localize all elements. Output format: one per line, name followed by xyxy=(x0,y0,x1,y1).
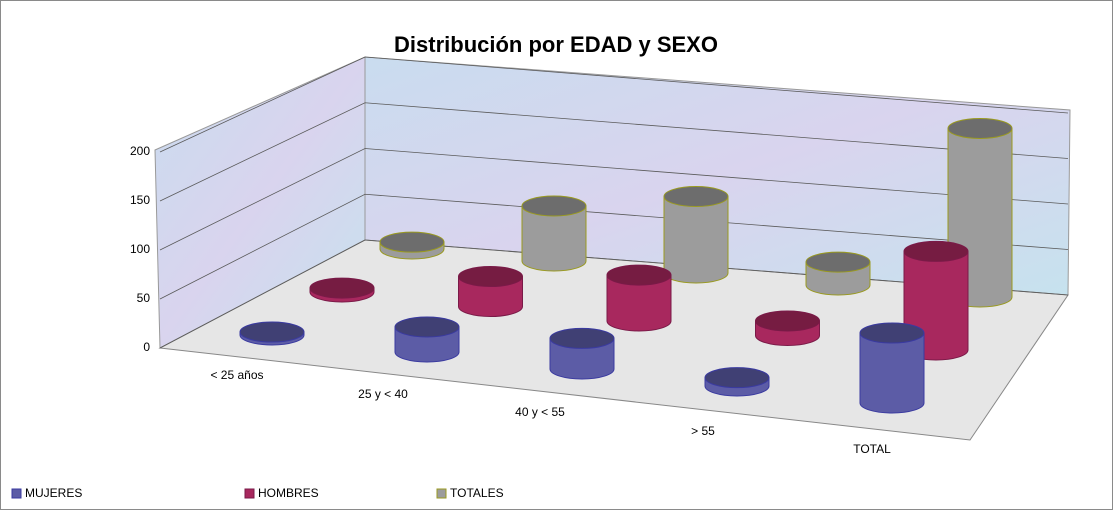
grid-line xyxy=(159,193,1069,300)
legend-swatch xyxy=(244,488,255,499)
cylinder-top xyxy=(903,240,969,262)
x-tick-label: > 55 xyxy=(691,424,715,438)
legend-label: MUJERES xyxy=(25,486,82,500)
cylinder-top xyxy=(549,327,615,349)
cylinder-top xyxy=(704,367,770,389)
cylinder xyxy=(309,277,375,303)
cylinder-top xyxy=(859,322,925,344)
cylinder xyxy=(755,310,820,346)
legend-label: HOMBRES xyxy=(258,486,319,500)
legend-swatch xyxy=(11,488,22,499)
x-tick-label: < 25 años xyxy=(210,368,263,382)
x-tick-label: 40 y < 55 xyxy=(515,405,565,419)
cylinder xyxy=(859,322,925,414)
cylinder-top xyxy=(521,195,587,217)
cylinder-top xyxy=(458,266,523,287)
legend-swatch xyxy=(436,488,447,499)
cylinder-side xyxy=(549,337,615,380)
cylinder-top xyxy=(805,251,871,273)
cylinder-top xyxy=(309,277,375,299)
cylinder xyxy=(805,251,871,296)
x-tick-label: TOTAL xyxy=(853,442,891,456)
cylinder-top xyxy=(947,117,1013,139)
cylinder-side xyxy=(859,332,925,414)
cylinder xyxy=(379,231,445,260)
cylinder xyxy=(458,266,523,317)
cylinder-top xyxy=(755,310,820,332)
cylinder-top xyxy=(239,321,305,343)
grid-line xyxy=(159,56,1069,153)
y-tick-label: 0 xyxy=(143,340,150,354)
cylinder xyxy=(394,316,460,363)
cylinder-side xyxy=(521,205,587,272)
cylinder-top xyxy=(379,231,445,253)
cylinder-side xyxy=(458,276,523,317)
grid-line xyxy=(159,102,1069,202)
chart-title: Distribución por EDAD y SEXO xyxy=(394,32,718,57)
cylinder xyxy=(549,327,615,380)
grid-line xyxy=(159,148,1069,251)
y-tick-label: 150 xyxy=(130,193,150,207)
cylinder xyxy=(239,321,305,346)
y-tick-label: 200 xyxy=(130,144,150,158)
cylinder-top xyxy=(606,264,672,286)
y-tick-label: 100 xyxy=(130,242,150,256)
cylinder-side xyxy=(606,274,672,332)
y-tick-label: 50 xyxy=(137,291,151,305)
cylinder-top xyxy=(663,186,729,207)
x-tick-label: 25 y < 40 xyxy=(358,387,408,401)
cylinder xyxy=(606,264,672,332)
cylinder xyxy=(663,186,729,284)
legend-label: TOTALES xyxy=(450,486,504,500)
cylinder xyxy=(704,367,770,397)
cylinder xyxy=(521,195,587,272)
cylinder-side xyxy=(663,196,729,284)
cylinder-top xyxy=(394,316,460,338)
